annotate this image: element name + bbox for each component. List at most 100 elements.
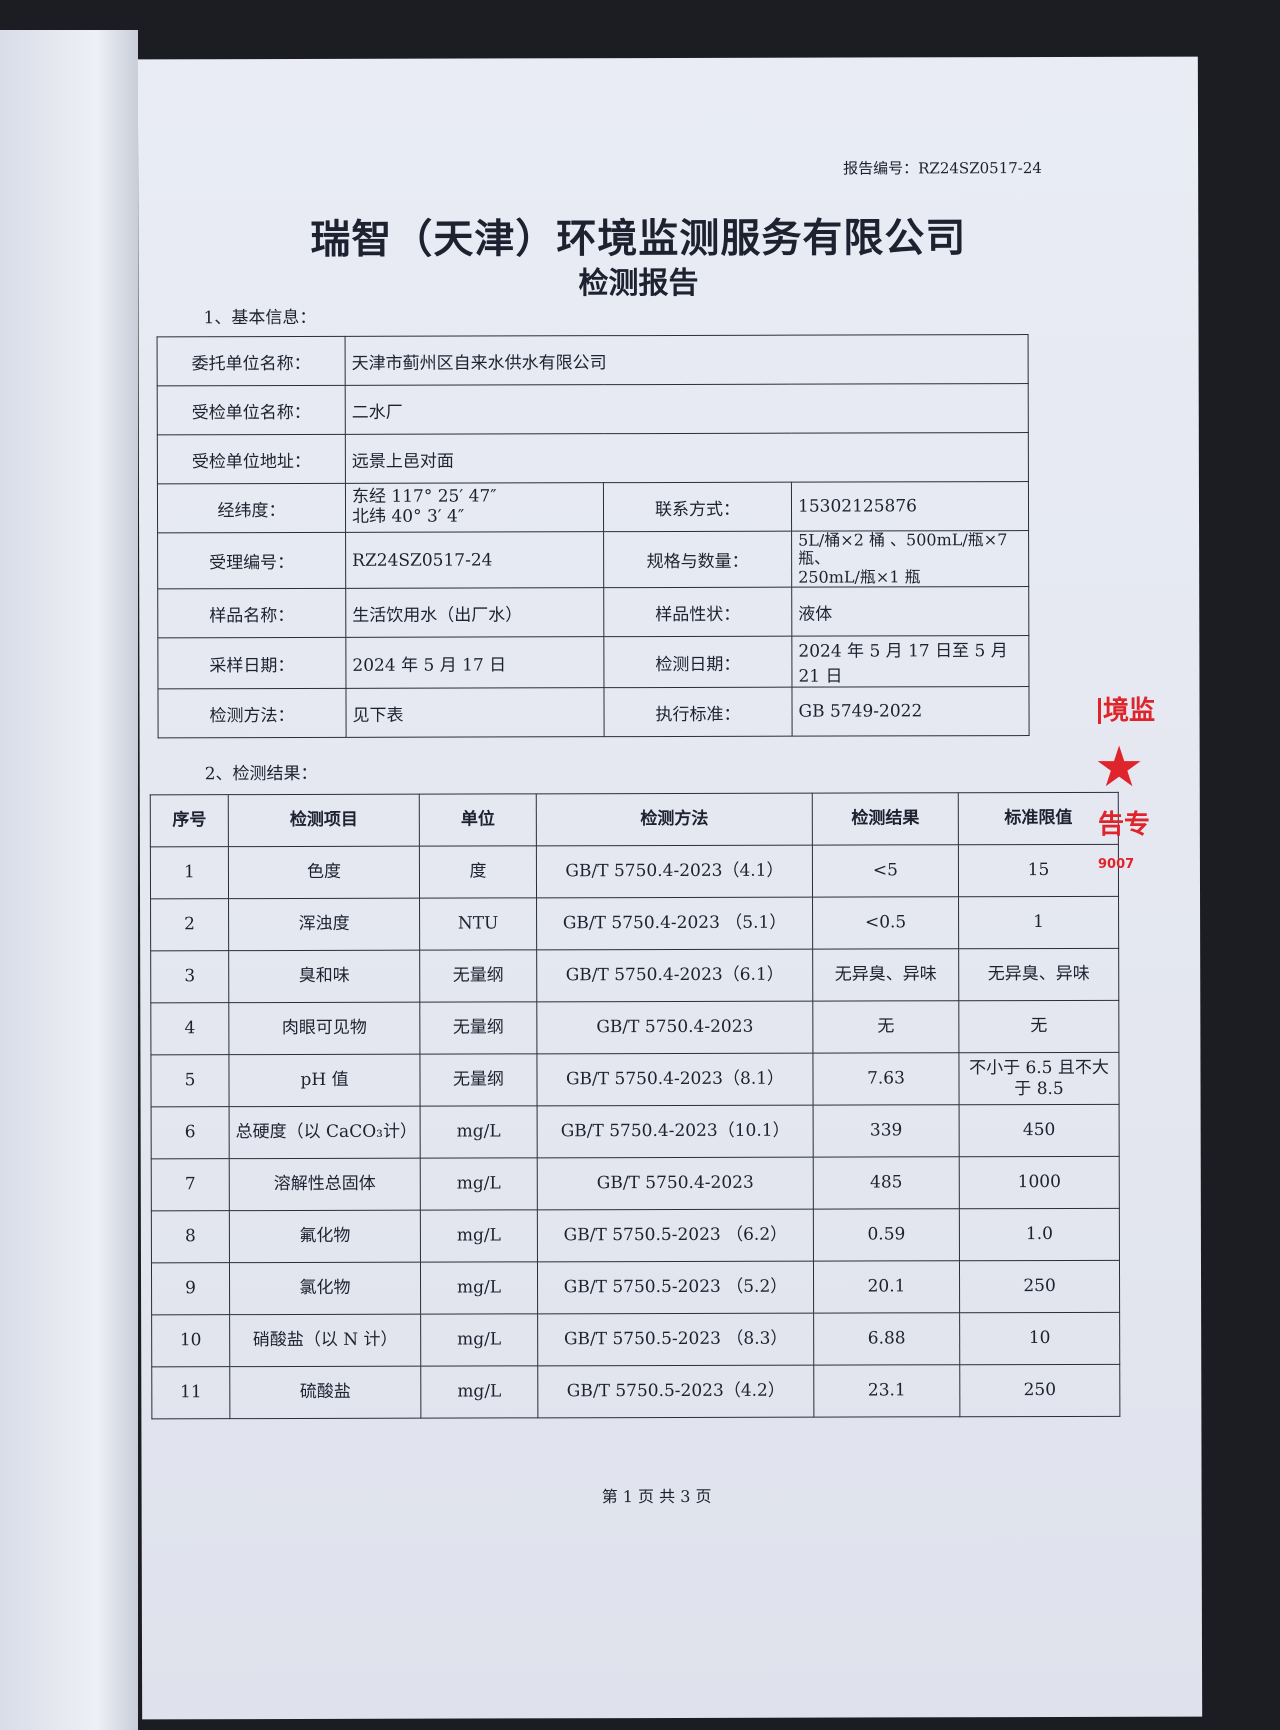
table-cell: GB/T 5750.5-2023 （8.3） [537, 1313, 814, 1366]
table-cell: 9 [151, 1262, 230, 1315]
table-cell: 硫酸盐 [229, 1366, 421, 1419]
table-row: 9 氯化物 mg/L GB/T 5750.5-2023 （5.2） 20.1 250 [151, 1260, 1120, 1315]
table-row: 3 臭和味 无量纲 GB/T 5750.4-2023（6.1） 无异臭、异味 无异臭、异味 [150, 948, 1119, 1003]
column-header: 序号 [150, 794, 229, 847]
table-cell: 无异臭、异味 [958, 948, 1119, 1001]
table-cell: 无异臭、异味 [812, 948, 959, 1002]
results-table: 序号 检测项目 单位 检测方法 检测结果 标准限值 1 色度度 GB/T 5750.4-202… [150, 792, 1121, 1420]
state-value: 液体 [791, 586, 1029, 637]
coords-value: 东经 117° 25′ 47″ 北纬 40° 3′ 4″ [345, 482, 604, 533]
table-cell: NTU [419, 897, 537, 951]
table-cell: 450 [959, 1104, 1120, 1157]
test-date-value: 2024 年 5 月 17 日至 5 月 21 日 [791, 635, 1029, 688]
contact-value: 15302125876 [791, 481, 1029, 532]
table-cell: 23.1 [813, 1364, 960, 1418]
label: 采样日期： [157, 637, 346, 690]
table-row: 11 硫酸盐 mg/L GB/T 5750.5-2023（4.2） 23.1 250 [151, 1364, 1120, 1419]
stamp-code: 9007 [1098, 857, 1135, 872]
page-footer: 第 1 页 共 3 页 [601, 1486, 712, 1507]
label: 受检单位地址： [157, 434, 346, 484]
table-cell: pH 值 [228, 1054, 421, 1107]
spec-value: 5L/桶×2 桶 、500mL/瓶×7 瓶、 250mL/瓶×1 瓶 [791, 530, 1029, 588]
table-cell: 色度 [228, 846, 420, 899]
standard-value: GB 5749-2022 [791, 686, 1030, 737]
table-cell: 氯化物 [229, 1262, 421, 1315]
table-cell: 臭和味 [228, 950, 420, 1003]
table-cell: GB/T 5750.4-2023（6.1） [536, 949, 813, 1002]
table-row: 10 硝酸盐（以 N 计） mg/L GB/T 5750.5-2023 （8.3） 6.… [151, 1312, 1120, 1367]
table-cell: 20.1 [813, 1260, 960, 1314]
client-value: 天津市蓟州区自来水供水有限公司 [345, 334, 1029, 386]
header-row: 序号 检测项目 单位 检测方法 检测结果 标准限值 [150, 792, 1119, 847]
star-icon: ★ [1094, 735, 1145, 800]
label: 委托单位名称： [157, 336, 346, 386]
table-cell: GB/T 5750.4-2023 （5.1） [536, 897, 813, 950]
inspected-value: 二水厂 [345, 383, 1029, 435]
label: 联系方式： [603, 482, 792, 532]
table-cell: 0.59 [813, 1208, 960, 1262]
table-cell: 4 [150, 1002, 229, 1055]
label: 规格与数量： [603, 531, 792, 588]
sample-value: 生活饮用水（出厂水） [345, 587, 604, 638]
table-cell: GB/T 5750.4-2023（4.1） [536, 845, 813, 898]
sampling-value: 2024 年 5 月 17 日 [345, 636, 604, 689]
column-header: 检测结果 [812, 792, 959, 846]
table-row: 8 氟化物 mg/L GB/T 5750.5-2023 （6.2） 0.59 1.0 [151, 1208, 1120, 1263]
table-row: 1 色度度 GB/T 5750.4-2023（4.1） <5 15 [150, 844, 1119, 899]
table-cell: 10 [151, 1314, 230, 1367]
table-row: 5 pH 值无量纲 GB/T 5750.4-2023（8.1） 7.63 不小于 6.5… [150, 1052, 1120, 1107]
table-cell: 溶解性总固体 [229, 1158, 421, 1211]
label: 检测日期： [603, 636, 792, 688]
report-page: 报告编号：RZ24SZ0517-24 瑞智（天津）环境监测服务有限公司 检测报告… [137, 56, 1203, 1720]
table-cell: 250 [959, 1260, 1120, 1313]
table-cell: GB/T 5750.5-2023 （6.2） [537, 1209, 814, 1262]
table-cell: GB/T 5750.5-2023（4.2） [537, 1365, 814, 1418]
table-cell: 2 [150, 898, 229, 951]
table-cell: 无量纲 [419, 949, 537, 1003]
table-cell: GB/T 5750.4-2023 [536, 1001, 813, 1054]
section-basic-info: 1、基本信息： [203, 307, 317, 329]
table-cell: 无 [812, 1000, 959, 1054]
table-cell: 6 [151, 1106, 230, 1159]
label: 检测方法： [157, 688, 347, 739]
table-cell: 1 [958, 896, 1119, 949]
table-cell: 485 [813, 1156, 960, 1210]
table-cell: GB/T 5750.4-2023 [537, 1157, 814, 1210]
table-cell: 不小于 6.5 且不大于 8.5 [958, 1052, 1120, 1105]
label: 经纬度： [157, 483, 346, 533]
column-header: 检测项目 [228, 794, 420, 847]
table-cell: 浑浊度 [228, 898, 420, 951]
section-results: 2、检测结果： [204, 763, 318, 785]
table-cell: mg/L [420, 1261, 538, 1315]
table-cell: 硝酸盐（以 N 计） [229, 1314, 421, 1367]
report-number: 报告编号：RZ24SZ0517-24 [843, 159, 1042, 178]
table-cell: 氟化物 [229, 1210, 421, 1263]
latitude: 北纬 40° 3′ 4″ [352, 506, 465, 527]
table-cell: mg/L [420, 1105, 538, 1159]
table-cell: 1 [150, 846, 229, 899]
table-cell: 6.88 [813, 1312, 960, 1366]
table-cell: 339 [813, 1104, 960, 1158]
table-cell: 5 [150, 1054, 230, 1107]
column-header: 单位 [419, 793, 537, 847]
stamp-text-bottom: 告专 [1098, 810, 1151, 840]
red-seal-stamp: 境监 ★ 告专 9007 [1090, 690, 1180, 890]
label: 执行标准： [603, 687, 793, 737]
table-cell: 7 [151, 1158, 230, 1211]
table-cell: mg/L [420, 1209, 538, 1263]
table-cell: 无量纲 [419, 1053, 538, 1107]
table-row: 6 总硬度（以 CaCO₃计） mg/L GB/T 5750.4-2023（10.1）… [151, 1104, 1120, 1159]
table-row: 7 溶解性总固体 mg/L GB/T 5750.4-2023 485 1000 [151, 1156, 1120, 1211]
stamp-text-top: 境监 [1098, 698, 1155, 724]
table-cell: GB/T 5750.4-2023（10.1） [537, 1105, 814, 1158]
left-page-edge [0, 30, 138, 1730]
table-cell: GB/T 5750.5-2023 （5.2） [537, 1261, 814, 1314]
table-cell: 度 [419, 845, 537, 899]
accept-value: RZ24SZ0517-24 [345, 531, 604, 589]
table-cell: 总硬度（以 CaCO₃计） [229, 1106, 421, 1159]
table-cell: mg/L [420, 1313, 538, 1367]
label: 受检单位名称： [157, 385, 346, 435]
label: 受理编号： [157, 532, 346, 590]
table-cell: GB/T 5750.4-2023（8.1） [536, 1053, 814, 1106]
spec-line: 5L/桶×2 桶 、500mL/瓶×7 瓶、 [798, 530, 1008, 569]
